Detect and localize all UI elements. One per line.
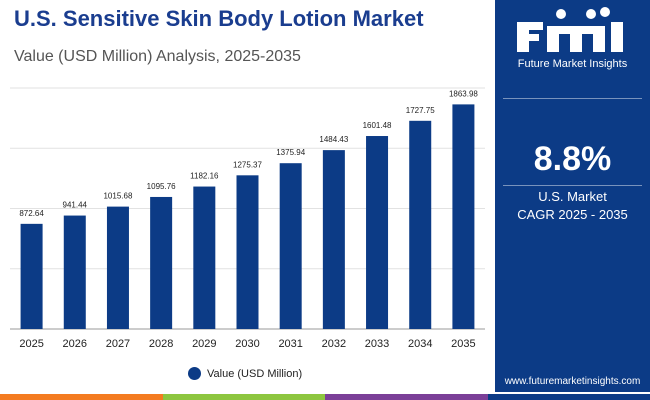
x-tick-2034: 2034 <box>408 338 432 350</box>
value-label-2035: 1863.98 <box>449 89 478 98</box>
bars <box>20 104 475 329</box>
x-tick-2035: 2035 <box>451 338 475 350</box>
bar-2028 <box>150 196 173 329</box>
cagr-value: 8.8% <box>533 140 612 178</box>
value-label-2032: 1484.43 <box>319 135 348 144</box>
value-label-2033: 1601.48 <box>363 121 392 130</box>
value-label-2030: 1275.37 <box>233 160 262 169</box>
x-tick-2033: 2033 <box>365 338 389 350</box>
value-label-2028: 1095.76 <box>147 182 176 191</box>
x-tick-2030: 2030 <box>235 338 259 350</box>
x-tick-2029: 2029 <box>192 338 216 350</box>
cagr-market-label: U.S. Market <box>538 189 607 204</box>
brand-name: Future Market Insights <box>517 58 628 70</box>
bar-2033 <box>366 136 389 329</box>
x-tick-2031: 2031 <box>278 338 302 350</box>
bar-2025 <box>20 223 43 329</box>
value-label-2034: 1727.75 <box>406 106 435 115</box>
x-tick-2032: 2032 <box>322 338 346 350</box>
value-label-2027: 1015.68 <box>103 192 132 201</box>
bar-2035 <box>452 104 475 329</box>
legend-marker <box>188 367 201 380</box>
bottom-bar-segment-blue <box>487 394 650 400</box>
bar-chart: 872.64 941.44 1015.68 1095.76 1182.16 1275.37… <box>10 87 485 350</box>
fmi-logo: Future Market Insights <box>495 0 650 80</box>
bar-2030 <box>236 175 259 329</box>
chart-title: U.S. Sensitive Skin Body Lotion Market <box>14 6 424 31</box>
bar-2031 <box>279 163 302 329</box>
bar-2029 <box>193 186 216 329</box>
value-labels: 872.64 941.44 1015.68 1095.76 1182.16 1275.37… <box>19 89 478 217</box>
bottom-color-bar <box>0 394 650 400</box>
value-label-2029: 1182.16 <box>190 172 219 181</box>
bar-2026 <box>63 215 86 329</box>
chart-legend: Value (USD Million) <box>188 367 302 380</box>
sidebar-panel: Future Market Insights 8.8% U.S. Market … <box>495 0 650 392</box>
x-tick-labels: 2025 2026 2027 2028 2029 2030 2031 2032 2033 2034… <box>19 338 475 350</box>
bar-2034 <box>409 120 432 329</box>
website-link[interactable]: www.futuremarketinsights.com <box>504 376 641 387</box>
cagr-period-label: CAGR 2025 - 2035 <box>517 207 628 222</box>
sidebar-divider-top <box>503 98 642 99</box>
legend-label: Value (USD Million) <box>207 367 303 380</box>
bottom-bar-segment-orange <box>0 394 163 400</box>
x-tick-2025: 2025 <box>19 338 43 350</box>
x-tick-2028: 2028 <box>149 338 173 350</box>
value-label-2026: 941.44 <box>63 201 88 210</box>
cagr-divider <box>503 185 642 186</box>
logo-graphic <box>517 7 623 52</box>
value-label-2031: 1375.94 <box>276 148 305 157</box>
x-tick-2027: 2027 <box>106 338 130 350</box>
bar-2027 <box>106 206 129 329</box>
bottom-bar-segment-green <box>162 394 325 400</box>
value-label-2025: 872.64 <box>19 209 44 218</box>
x-tick-2026: 2026 <box>63 338 87 350</box>
bottom-bar-segment-purple <box>325 394 488 400</box>
chart-subtitle: Value (USD Million) Analysis, 2025-2035 <box>14 48 301 65</box>
bar-2032 <box>322 150 345 329</box>
